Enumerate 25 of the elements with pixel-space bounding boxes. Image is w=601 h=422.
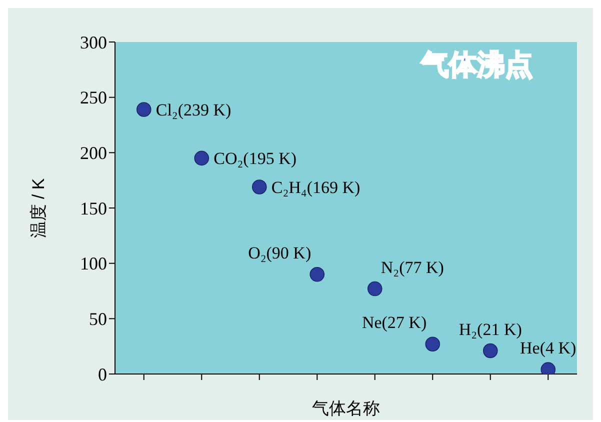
- y-tick-label: 0: [98, 364, 107, 384]
- y-tick-label: 100: [80, 254, 107, 274]
- data-label: CO₂(195 K): [214, 149, 297, 168]
- x-axis-title: 气体名称: [312, 399, 380, 418]
- point: [194, 150, 210, 166]
- point: [252, 180, 267, 194]
- data-label: He(4 K): [520, 338, 576, 358]
- data-label: Ne(27 K): [362, 313, 427, 332]
- data-label: O₂(90 K): [248, 243, 312, 262]
- point: [136, 102, 152, 117]
- data-label: Cl₂(239 K): [156, 100, 232, 120]
- point: [482, 343, 498, 358]
- data-label: H₂(21 K): [458, 320, 522, 339]
- chart-title: 气体沸点: [420, 48, 533, 81]
- point: [425, 336, 440, 352]
- y-tick-label: 300: [80, 32, 107, 52]
- data-label: N₂(77 K): [380, 258, 444, 277]
- y-axis-title: 温度 / K: [29, 178, 48, 238]
- point: [367, 281, 382, 296]
- y-tick-label: 50: [89, 309, 107, 330]
- y-tick-label: 250: [80, 88, 107, 108]
- y-tick-label: 150: [80, 198, 107, 218]
- data-label: C₂H₄(169 K): [271, 178, 360, 197]
- y-tick-label: 200: [80, 143, 107, 164]
- point: [310, 267, 325, 282]
